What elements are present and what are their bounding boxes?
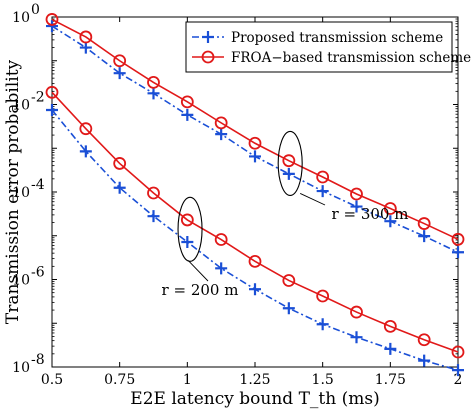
data-point-circle xyxy=(113,157,127,170)
x-axis-label: E2E latency bound T_th (ms) xyxy=(130,389,379,409)
data-point-plus xyxy=(452,246,464,259)
data-point-circle xyxy=(383,202,397,215)
y-tick-exponent: -2 xyxy=(31,90,45,106)
legend-label: Proposed transmission scheme xyxy=(231,30,443,46)
data-point-circle xyxy=(45,13,59,26)
data-point-circle xyxy=(316,170,330,184)
annotation-leader xyxy=(187,260,209,282)
y-tick-label: 10 xyxy=(12,273,30,289)
data-point-plus xyxy=(113,67,126,80)
data-point-circle xyxy=(282,154,296,168)
series-line xyxy=(51,18,459,241)
legend: Proposed transmission scheme FROA−based t… xyxy=(185,21,471,73)
legend-item: FROA−based transmission scheme xyxy=(192,50,471,66)
data-point-circle xyxy=(113,54,127,68)
data-point-plus xyxy=(113,181,126,194)
data-point-plus xyxy=(418,230,431,243)
data-point-plus xyxy=(384,342,397,355)
data-point-plus xyxy=(147,210,160,223)
series-proposed-200m xyxy=(46,103,464,377)
legend-marker xyxy=(202,31,214,43)
group-ellipse xyxy=(177,196,203,262)
x-tick-label: 0.75 xyxy=(104,372,135,388)
series-froa-300m xyxy=(45,13,465,246)
data-point-circle xyxy=(147,75,160,89)
data-point-circle xyxy=(79,122,93,136)
data-point-circle xyxy=(282,274,296,287)
data-point-circle xyxy=(417,217,431,230)
data-point-plus xyxy=(79,41,92,54)
y-tick-exponent: 0 xyxy=(31,2,40,18)
data-point-circle xyxy=(383,319,397,333)
data-point-plus xyxy=(215,262,228,275)
annotations: r = 300 m r = 200 m xyxy=(162,130,409,299)
data-point-circle xyxy=(79,30,93,44)
x-tick-label: 1 xyxy=(183,372,192,388)
data-point-plus xyxy=(384,215,397,228)
data-point-plus xyxy=(181,108,194,121)
annotation-label: r = 200 m xyxy=(162,281,239,299)
data-point-plus xyxy=(46,103,58,116)
legend-marker xyxy=(201,50,215,64)
data-point-circle xyxy=(248,136,262,150)
data-point-plus xyxy=(79,145,92,158)
data-point-plus xyxy=(350,200,363,213)
legend-label: FROA−based transmission scheme xyxy=(231,50,471,66)
series-froa-200m xyxy=(45,85,465,359)
data-point-circle xyxy=(350,305,363,319)
data-point-circle xyxy=(180,95,194,109)
data-point-plus xyxy=(215,128,228,141)
series-line xyxy=(51,91,459,353)
x-tick-label: 1.5 xyxy=(312,372,334,388)
data-point-circle xyxy=(451,345,465,359)
y-tick-label: 10 xyxy=(12,98,30,114)
data-point-circle xyxy=(350,187,363,201)
data-point-plus xyxy=(147,87,160,100)
data-point-circle xyxy=(214,116,228,130)
y-axis-label: Transmission error probability xyxy=(3,59,23,324)
data-point-plus xyxy=(181,235,194,248)
data-point-plus xyxy=(316,318,329,331)
data-point-circle xyxy=(316,289,330,303)
data-point-circle xyxy=(45,85,59,99)
data-point-circle xyxy=(248,254,262,268)
x-tick-label: 2 xyxy=(454,372,463,388)
data-point-plus xyxy=(350,331,363,344)
data-point-plus xyxy=(249,150,261,163)
y-tick-label: 10 xyxy=(12,185,30,201)
y-tick-exponent: -8 xyxy=(31,352,45,368)
data-point-plus xyxy=(418,354,431,367)
annotation-label: r = 300 m xyxy=(332,205,409,223)
x-tick-label: 1.25 xyxy=(239,372,270,388)
y-tick-label: 10 xyxy=(12,10,30,26)
legend-item: Proposed transmission scheme xyxy=(192,30,443,46)
y-tick-label: 10 xyxy=(12,360,30,376)
data-point-plus xyxy=(316,185,329,198)
data-point-circle xyxy=(417,333,431,347)
series-proposed-300m xyxy=(46,20,464,259)
data-point-circle xyxy=(180,213,194,227)
data-point-plus xyxy=(249,283,261,296)
data-point-plus xyxy=(282,167,295,180)
data-point-plus xyxy=(452,364,464,377)
series-layer xyxy=(45,13,465,377)
data-point-plus xyxy=(46,20,58,33)
data-point-circle xyxy=(147,186,160,200)
annotation-leader xyxy=(299,193,326,206)
x-tick-label: 0.5 xyxy=(41,372,63,388)
y-tick-exponent: -4 xyxy=(31,177,45,193)
y-tick-exponent: -6 xyxy=(31,265,45,281)
x-tick-label: 1.75 xyxy=(375,372,406,388)
group-ellipse xyxy=(277,130,303,196)
data-point-circle xyxy=(214,233,228,246)
data-point-plus xyxy=(282,302,295,315)
legend-box xyxy=(185,21,453,73)
data-point-circle xyxy=(451,232,465,246)
